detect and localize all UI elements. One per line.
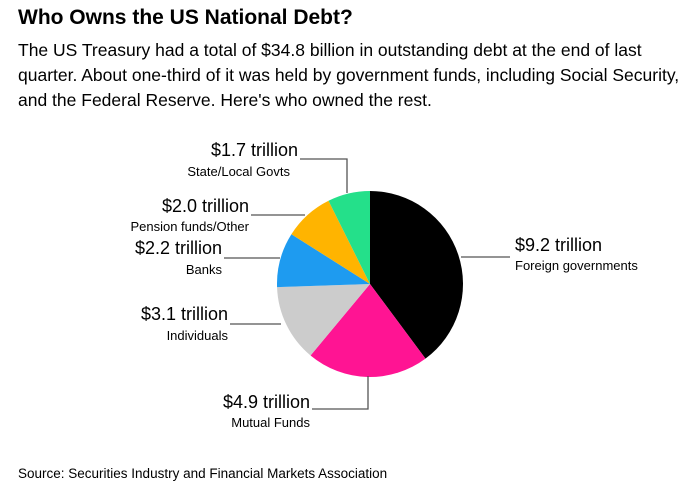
chart-subtitle: The US Treasury had a total of $34.8 bil… bbox=[18, 40, 680, 110]
slice-value-label: $2.0 trillion bbox=[162, 196, 249, 216]
leader-line bbox=[312, 376, 369, 410]
slice-value-label: $9.2 trillion bbox=[515, 235, 602, 255]
pie-slice-state-local-govts bbox=[328, 191, 370, 284]
leader-line bbox=[300, 158, 348, 193]
slice-category-label: Individuals bbox=[167, 328, 229, 343]
slice-category-label: State/Local Govts bbox=[187, 164, 290, 179]
source-note: Source: Securities Industry and Financia… bbox=[18, 466, 388, 481]
label-leader-lines bbox=[224, 158, 510, 410]
slice-labels: $9.2 trillion Foreign governments $4.9 tri… bbox=[130, 140, 638, 430]
slice-category-label: Foreign governments bbox=[515, 258, 638, 273]
pie-slice-individuals bbox=[277, 284, 370, 356]
slice-value-label: $2.2 trillion bbox=[135, 238, 222, 258]
pie-slice-pension-funds-other bbox=[291, 200, 370, 284]
pie-slices bbox=[276, 191, 464, 378]
chart-title: Who Owns the US National Debt? bbox=[18, 6, 353, 29]
pie-slice-banks bbox=[276, 234, 370, 288]
slice-category-label: Mutual Funds bbox=[231, 415, 310, 430]
pie-slice-mutual-funds bbox=[310, 284, 426, 378]
slice-value-label: $4.9 trillion bbox=[223, 392, 310, 412]
slice-category-label: Pension funds/Other bbox=[130, 219, 249, 234]
slice-value-label: $1.7 trillion bbox=[211, 140, 298, 160]
slice-category-label: Banks bbox=[186, 262, 223, 277]
slice-value-label: $3.1 trillion bbox=[141, 304, 228, 324]
pie-slice-foreign-governments bbox=[370, 191, 464, 359]
